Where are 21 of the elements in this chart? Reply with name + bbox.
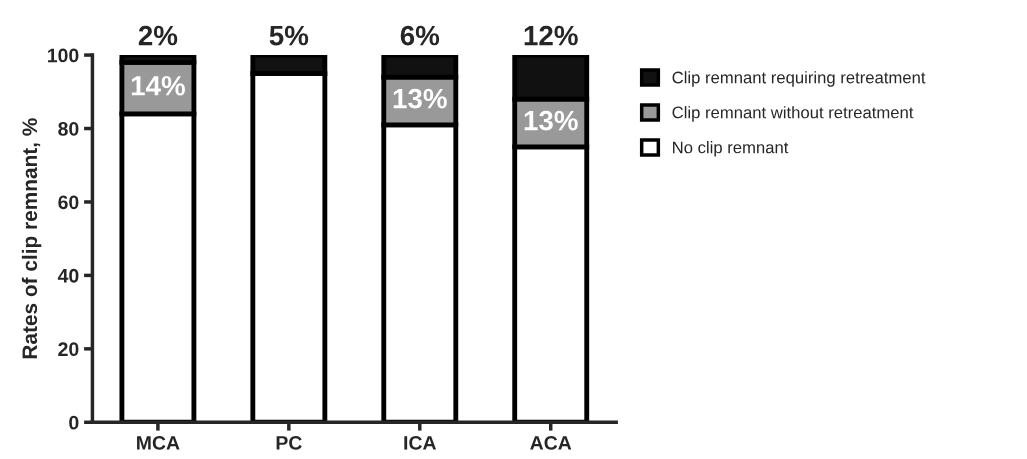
legend-label: Clip remnant requiring retreatment: [672, 71, 926, 87]
data-label: 14%: [131, 75, 185, 96]
y-axis-title: Rates of clip remnant, %: [21, 118, 42, 359]
y-tick-label: 20: [58, 342, 79, 357]
data-label: 13%: [524, 110, 578, 131]
x-tick-label: ICA: [404, 435, 437, 450]
y-tick-label: 100: [48, 48, 79, 63]
data-label: 13%: [393, 88, 447, 109]
y-tick-label: 60: [58, 195, 79, 210]
y-tick-label: 40: [57, 268, 79, 283]
x-tick-label: PC: [276, 435, 302, 450]
x-tick-label: MCA: [137, 435, 180, 450]
y-tick-label: 0: [69, 415, 79, 430]
legend-label: Clip remnant without retreatment: [672, 106, 914, 122]
data-label: 5%: [269, 25, 309, 46]
data-label: 2%: [138, 25, 178, 46]
data-label: 12%: [524, 25, 578, 46]
data-label: 6%: [400, 25, 440, 46]
y-tick-label: 80: [58, 121, 79, 136]
x-tick-label: ACA: [530, 435, 572, 450]
legend-label: No clip remnant: [673, 141, 789, 157]
